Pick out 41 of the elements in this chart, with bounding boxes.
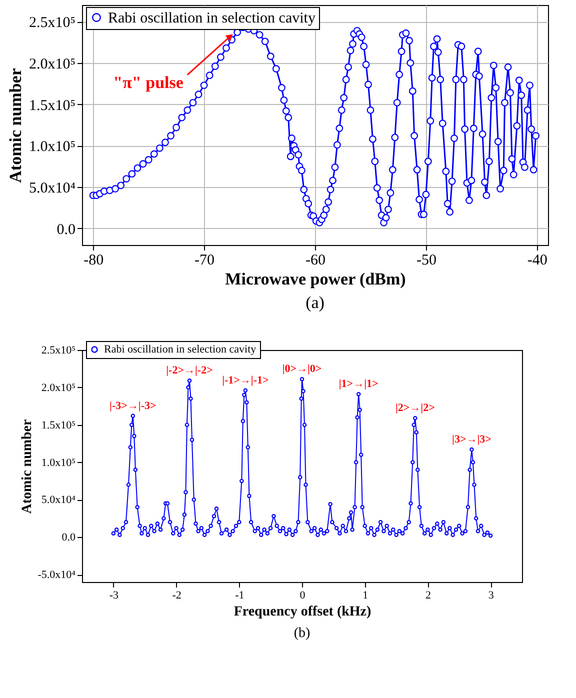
annotation: |2>→|2>: [395, 402, 435, 414]
y-tick-label: 2.5x10⁵: [41, 344, 76, 356]
x-tick-label: -3: [109, 590, 120, 602]
x-axis-title: Microwave power (dBm): [225, 270, 406, 288]
annotation: |1>→|1>: [338, 378, 378, 390]
y-axis-title: Atomic number: [20, 419, 35, 514]
legend-label: Rabi oscillation in selection cavity: [104, 344, 257, 356]
y-tick-label: 2.0x10⁵: [41, 382, 76, 394]
x-tick-label: -70: [194, 252, 215, 268]
annotation: |0>→|0>: [282, 363, 322, 376]
annotation: |3>→|3>: [452, 434, 492, 446]
text: (a): [306, 293, 324, 312]
y-tick-label: 1.5x10⁵: [41, 419, 76, 432]
y-tick-label: 1.0x10⁵: [41, 456, 76, 469]
x-tick-label: -60: [306, 252, 326, 268]
x-tick-label: 0: [300, 590, 306, 602]
annotation: |-2>→|-2>: [166, 364, 213, 377]
annotation: |-1>→|-1>: [222, 374, 269, 386]
x-tick-label: -1: [235, 590, 244, 602]
x-tick-label: -40: [527, 252, 548, 268]
x-tick-label: 2: [425, 590, 431, 602]
y-tick-label: -5.0x10⁴: [38, 569, 76, 582]
y-axis-title: Atomic number: [6, 68, 26, 183]
y-tick-label: 0.0: [62, 532, 76, 544]
y-tick-label: 5.0x10⁴: [29, 180, 76, 197]
x-tick-label: -2: [172, 590, 182, 602]
x-tick-label: -80: [84, 252, 104, 268]
x-tick-label: -50: [416, 252, 436, 268]
x-tick-label: 3: [488, 590, 494, 602]
legend-label: Rabi oscillation in selection cavity: [108, 10, 316, 26]
y-tick-label: 0.0: [56, 222, 76, 238]
y-tick-label: 5.0x10⁴: [41, 494, 76, 506]
x-tick-label: 1: [362, 590, 368, 602]
y-tick-label: 2.5x10⁵: [29, 15, 76, 32]
x-axis-title: Frequency offset (kHz): [234, 604, 372, 620]
y-tick-label: 2.0x10⁵: [29, 56, 76, 72]
annotation: |-3>→|-3>: [110, 400, 156, 412]
annotation: "π" pulse: [113, 72, 184, 92]
y-tick-label: 1.0x10⁵: [29, 139, 76, 156]
y-tick-label: 1.5x10⁵: [29, 98, 76, 114]
text: (b): [294, 626, 310, 641]
